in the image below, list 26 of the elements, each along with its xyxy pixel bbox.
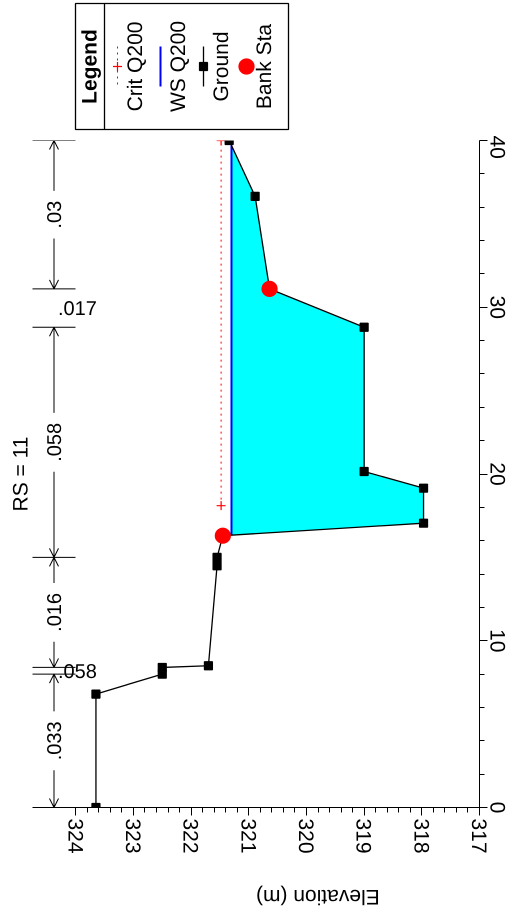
legend-title: Legend xyxy=(78,29,102,104)
legend-label: WS Q200 xyxy=(167,20,190,112)
annotation: .033 xyxy=(44,721,66,760)
x-tick-label: 323 xyxy=(120,818,144,854)
y-tick-label: 0 xyxy=(486,802,508,814)
y-tick-label: 20 xyxy=(486,462,508,486)
x-tick-label: 319 xyxy=(352,818,375,854)
x-tick-label: 320 xyxy=(294,818,317,854)
x-tick-label: 321 xyxy=(236,818,260,854)
legend-label: Crit Q200 xyxy=(124,22,147,112)
x-tick-label: 322 xyxy=(178,818,202,854)
legend-label: Bank Sta xyxy=(253,24,276,110)
x-tick-label: 324 xyxy=(63,818,86,854)
annotation: .03 xyxy=(44,200,66,229)
annotation: .058 xyxy=(44,422,66,462)
legend-label: Ground xyxy=(210,31,233,102)
text: RS = 11 xyxy=(10,436,32,512)
x-axis-title: Elevation (m) xyxy=(256,885,380,908)
x-tick-label: 317 xyxy=(467,818,490,854)
y-tick-label: 30 xyxy=(486,296,508,319)
annotation: .017 xyxy=(58,298,97,320)
y-tick-label: 40 xyxy=(486,136,508,159)
annotation: .016 xyxy=(44,592,66,632)
x-tick-label: 318 xyxy=(409,818,432,854)
annotation: .058 xyxy=(58,660,97,683)
y-tick-label: 10 xyxy=(486,629,508,652)
